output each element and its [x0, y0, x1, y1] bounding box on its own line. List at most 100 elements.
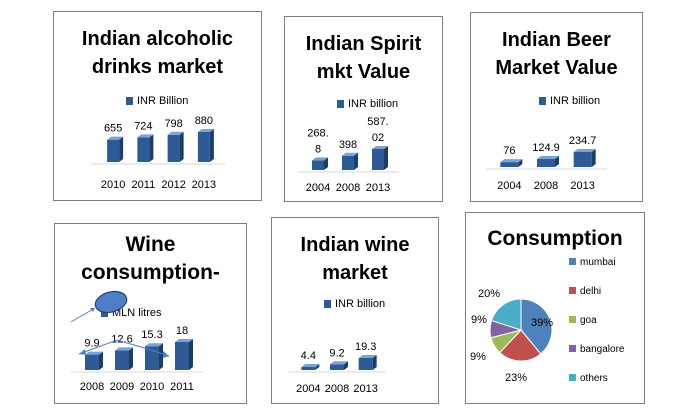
arrow-head [79, 349, 86, 355]
bar-side [315, 364, 320, 370]
data-label: 124.9 [532, 142, 560, 154]
panel-consumption-pie: Consumption 39% 23% 9% 9% 20% mumbai delhi goa b… [465, 212, 645, 404]
slice-label: 39% [531, 317, 553, 329]
data-label: 234.7 [569, 135, 597, 147]
bar-top [573, 149, 596, 152]
chart-title-line-1: Indian wine [300, 234, 410, 256]
bar-side [119, 136, 124, 162]
category-label: 2012 [161, 179, 185, 191]
bar-top [500, 159, 523, 163]
category-label: 2008 [325, 383, 349, 395]
bar [137, 137, 150, 162]
bar [197, 132, 210, 162]
chart-title: Consumption [466, 225, 644, 253]
category-label: 2004 [306, 182, 330, 194]
legend-label: mumbai [580, 257, 616, 268]
bar [115, 350, 129, 370]
legend-label: delhi [580, 286, 601, 297]
bar-side [372, 355, 377, 370]
data-label: 02 [372, 132, 384, 144]
bar-top [145, 343, 163, 347]
data-label: 798 [164, 118, 182, 130]
legend-label: INR billion [550, 95, 600, 107]
category-label: 2008 [80, 381, 104, 393]
category-label: 2008 [534, 180, 558, 192]
bar-side [189, 339, 193, 370]
bar-side [354, 152, 358, 170]
bar [312, 160, 324, 170]
slice-label: 9% [471, 314, 487, 326]
arrow-head [90, 308, 95, 312]
legend-swatch [324, 300, 331, 308]
bar-side [129, 347, 133, 370]
category-label: 2010 [140, 381, 164, 393]
bar-side [384, 146, 388, 170]
pie-slice [520, 298, 553, 355]
chart-title-line-1: Consumption [487, 227, 623, 250]
panel-wine-market: Indian wine market INR billion 4.4 2004 9.2… [271, 217, 439, 404]
category-label: 2013 [366, 182, 390, 194]
category-label: 2010 [101, 179, 125, 191]
bar-chart-beer: INR billion 76 2004 124.9 2008 234.7 2013 [485, 95, 607, 192]
category-label: 2013 [570, 180, 594, 192]
bar-top [342, 152, 358, 156]
panel-spirit-market: Indian Spirit mkt Value INR billion 268. 8… [284, 16, 443, 202]
bar-top [197, 129, 214, 132]
data-label: 12.6 [111, 333, 132, 345]
bar [500, 162, 519, 167]
legend-swatch [126, 97, 133, 105]
chart-title: Indian alcoholic drinks market [54, 25, 261, 81]
bar-chart-alcoholic: INR Billion 655 2010 724 2011 798 2012 880 2013 [92, 95, 225, 191]
category-label: 2004 [296, 383, 320, 395]
bar-side [591, 149, 596, 167]
legend-label: MLN litres [112, 307, 162, 319]
chart-title-line-1: Indian Beer [502, 29, 611, 51]
legend-swatch [337, 100, 344, 108]
bar [301, 367, 316, 370]
data-label: 4.4 [301, 350, 316, 362]
legend-label: bangalore [580, 344, 625, 355]
bar-top [175, 339, 193, 342]
chart-title: Indian Spirit mkt Value [285, 30, 442, 86]
chart-title-line-2: mkt Value [316, 61, 411, 83]
category-label: 2009 [110, 381, 134, 393]
data-label: 587. [367, 116, 388, 128]
pie-slice [490, 298, 522, 331]
chart-title: Indian Beer Market Value [471, 26, 642, 82]
bar [342, 155, 354, 170]
bar [573, 152, 592, 167]
slice-label: 23% [505, 372, 527, 384]
bar-chart-wine-consumption: MLN litres 9.9 2008 12.6 2009 15.3 2010 18 2011 [70, 290, 203, 393]
bar-top [107, 136, 124, 140]
chart-title-line-1: Indian Spirit [305, 33, 422, 55]
chart-title-line-2: drinks market [91, 56, 224, 78]
bar-side [179, 131, 184, 162]
chart-title-line-2: consumption- [81, 261, 220, 284]
panel-wine-consumption: Wine consumption- MLN litres 9.9 2008 12.6 2… [54, 223, 247, 404]
legend-label: INR Billion [137, 95, 188, 107]
data-label: 8 [315, 143, 321, 155]
data-label: 268. [307, 127, 328, 139]
category-label: 2013 [353, 383, 377, 395]
bar-top [537, 156, 559, 160]
arrow-head [163, 351, 169, 358]
bar [85, 354, 99, 370]
bar-top [85, 351, 103, 355]
bar-chart-wine-market: INR billion 4.4 2004 9.2 2008 19.3 2013 [288, 298, 386, 395]
data-label: 15.3 [141, 329, 162, 341]
bar-top [301, 364, 320, 367]
legend-swatch [101, 309, 108, 317]
bar [167, 134, 180, 162]
pie-slice [499, 329, 542, 362]
bar [537, 159, 555, 167]
bar-top [330, 361, 348, 365]
bar-top [312, 157, 328, 161]
data-label: 19.3 [355, 341, 376, 353]
bar-chart-spirit: INR billion 268. 8 2004 398 2008 587. 02 2013 [297, 98, 399, 194]
bar-top [137, 134, 154, 138]
data-label: 655 [104, 123, 122, 135]
panel-alcoholic-drinks: Indian alcoholic drinks market INR Billi… [53, 11, 262, 201]
legend-swatch [569, 287, 576, 294]
legend-swatch [569, 258, 576, 265]
legend-label: goa [580, 315, 597, 326]
